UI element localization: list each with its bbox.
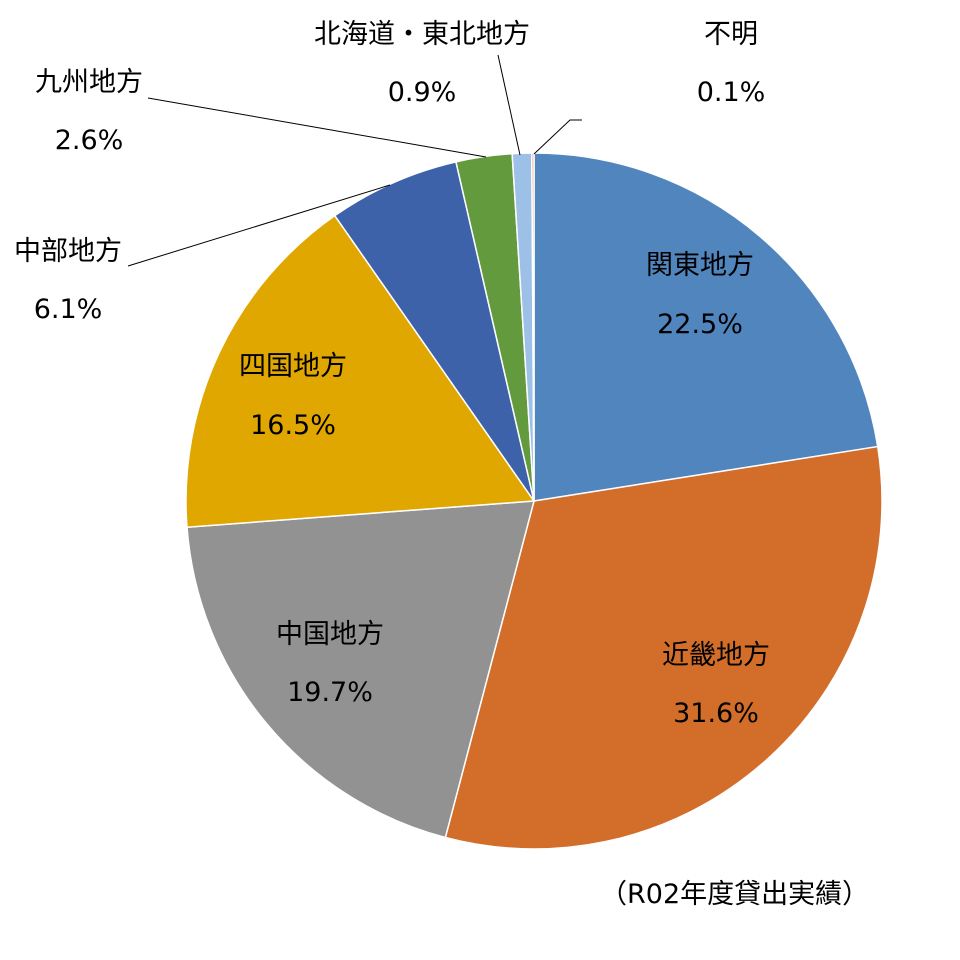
chart-note: （R02年度貸出実績）	[600, 879, 870, 910]
slice-value-label-7: 0.9%	[388, 77, 457, 108]
slices-layer	[185, 152, 883, 850]
slice-value-label-6: 2.6%	[55, 125, 124, 156]
slice-value-label-5: 6.1%	[34, 294, 103, 325]
slice-name-label-3: 中国地方	[276, 619, 384, 650]
slice-value-label-1: 22.5%	[657, 309, 743, 340]
slice-name-label-7: 北海道・東北地方	[314, 19, 530, 50]
slice-name-label-4: 四国地方	[239, 351, 347, 382]
pie-slice-1	[533, 152, 879, 502]
pie-slice-5	[333, 160, 535, 502]
leader-lines-layer	[127, 54, 582, 267]
pie-slice-4	[185, 214, 536, 529]
pie-slice-3	[186, 500, 535, 839]
slice-value-label-4: 16.5%	[250, 410, 336, 441]
slice-name-label-1: 関東地方	[646, 250, 754, 281]
labels-layer: 関東地方 22.5% 近畿地方 31.6% 中国地方 19.7% 四国地方 16.5% 中部地方…	[14, 19, 770, 729]
leader-line-7	[497, 54, 521, 156]
leader-line-5	[127, 184, 391, 267]
slice-name-label-2: 近畿地方	[662, 640, 770, 671]
pie-slice-2	[444, 445, 883, 850]
pie-slice-8	[531, 152, 535, 502]
slice-name-label-5: 中部地方	[14, 236, 122, 267]
leader-line-6	[147, 97, 487, 158]
slice-value-label-2: 31.6%	[673, 698, 759, 729]
slice-value-label-8: 0.1%	[697, 77, 766, 108]
slice-value-label-3: 19.7%	[287, 677, 373, 708]
leader-line-8	[533, 119, 582, 155]
slice-name-label-6: 九州地方	[35, 67, 143, 98]
slice-name-label-8: 不明	[704, 19, 758, 50]
